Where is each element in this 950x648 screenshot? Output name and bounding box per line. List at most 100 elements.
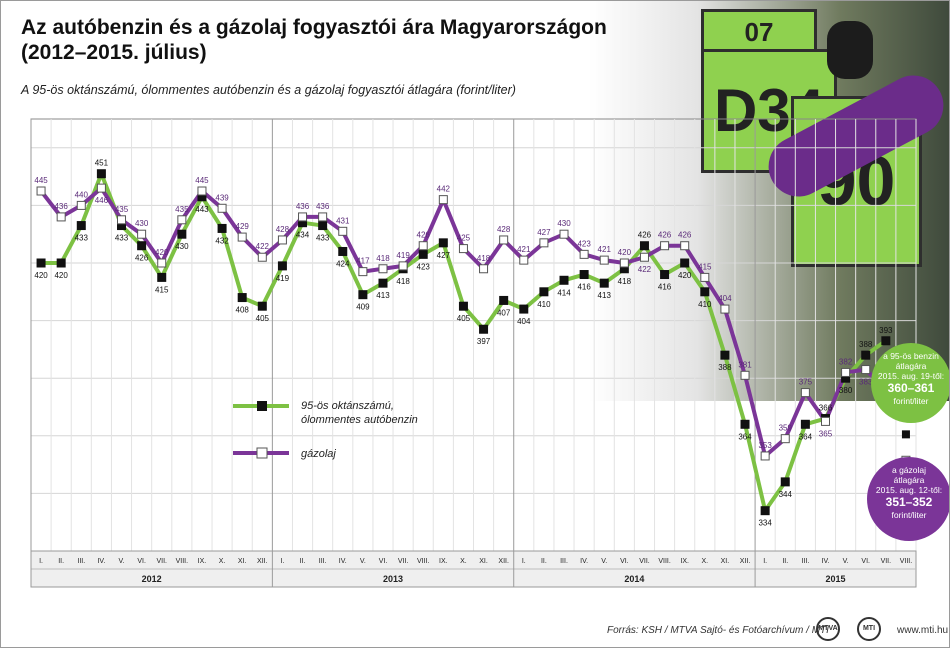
benzin-point — [740, 419, 750, 429]
gazolaj-point — [177, 215, 187, 225]
website-text: www.mti.hu — [897, 625, 949, 636]
benzin-point — [800, 419, 810, 429]
gazolaj-point — [96, 183, 106, 193]
year-label: 2015 — [826, 574, 846, 584]
gazolaj-data-label: 440 — [75, 190, 89, 199]
x-tick-label: VII. — [398, 558, 409, 565]
mti-logo-icon: MTI — [857, 617, 881, 641]
gazolaj-data-label: 383 — [859, 378, 873, 387]
gazolaj-point — [237, 232, 247, 242]
x-tick-label: X. — [219, 558, 226, 565]
benzin-bubble-text3: 2015. aug. 19-től: — [877, 371, 945, 381]
hand-photo-element — [827, 21, 873, 79]
diesel-bubble-unit: forint/liter — [891, 510, 927, 520]
benzin-data-label: 451 — [95, 159, 109, 168]
diesel-bubble-text2: átlagára — [893, 475, 925, 485]
gazolaj-data-label: 426 — [658, 231, 672, 240]
gazolaj-point — [56, 212, 66, 222]
gazolaj-point — [257, 252, 267, 262]
benzin-point — [660, 270, 670, 280]
benzin-point — [76, 221, 86, 231]
benzin-point — [579, 270, 589, 280]
gazolaj-point — [117, 215, 127, 225]
x-tick-label: XII. — [740, 558, 751, 565]
benzin-data-label: 405 — [256, 314, 270, 323]
gazolaj-data-label: 415 — [698, 262, 712, 271]
gazolaj-point — [398, 261, 408, 271]
gazolaj-point — [559, 229, 569, 239]
gazolaj-point — [137, 229, 147, 239]
gazolaj-data-label: 426 — [678, 231, 692, 240]
benzin-point — [277, 261, 287, 271]
gazolaj-data-label: 404 — [718, 294, 732, 303]
legend-benzin-label-line2: ólommentes autóbenzin — [301, 414, 418, 426]
gazolaj-data-label: 446 — [95, 196, 109, 205]
x-tick-label: VI. — [379, 558, 388, 565]
benzin-data-label: 433 — [316, 234, 330, 243]
benzin-point — [96, 169, 106, 179]
benzin-bubble-text1: a 95-ös benzin — [883, 351, 939, 361]
benzin-data-label: 433 — [115, 234, 129, 243]
benzin-data-label: 388 — [718, 363, 732, 372]
diesel-bubble-text3: 2015. aug. 12-től: — [875, 485, 943, 495]
benzin-data-label: 433 — [75, 234, 89, 243]
benzin-data-label: 443 — [195, 205, 209, 214]
benzin-point — [217, 223, 227, 233]
benzin-point — [257, 301, 267, 311]
gazolaj-point — [619, 258, 629, 268]
gazolaj-point — [217, 203, 227, 213]
benzin-data-label: 423 — [417, 262, 431, 271]
benzin-data-label: 397 — [477, 337, 491, 346]
source-text: Forrás: KSH / MTVA Sajtó- és Fotóarchívu… — [607, 625, 829, 636]
gazolaj-point — [157, 258, 167, 268]
gazolaj-data-label: 418 — [376, 254, 390, 263]
gazolaj-point — [277, 235, 287, 245]
gazolaj-data-label: 435 — [115, 205, 129, 214]
gazolaj-point — [418, 241, 428, 251]
benzin-data-label: 407 — [497, 308, 511, 317]
benzin-point — [881, 336, 891, 346]
gazolaj-data-label: 420 — [155, 248, 169, 257]
gazolaj-data-label: 421 — [517, 245, 531, 254]
gazolaj-data-label: 442 — [437, 185, 451, 194]
benzin-point — [760, 506, 770, 516]
benzin-data-label: 420 — [678, 271, 692, 280]
year-label: 2014 — [624, 574, 644, 584]
gazolaj-point — [318, 212, 328, 222]
gazolaj-data-label: 375 — [799, 378, 813, 387]
gazolaj-data-label: 436 — [54, 202, 68, 211]
gazolaj-data-label: 420 — [618, 248, 632, 257]
gazolaj-point — [358, 267, 368, 277]
x-tick-label: IX. — [198, 558, 207, 565]
benzin-data-label: 410 — [698, 300, 712, 309]
benzin-point — [358, 290, 368, 300]
x-tick-label: I. — [522, 558, 526, 565]
benzin-point — [720, 350, 730, 360]
benzin-data-label: 415 — [155, 285, 169, 294]
benzin-point — [338, 246, 348, 256]
diesel-forecast-bubble: a gázolaj átlagára 2015. aug. 12-től: 35… — [867, 457, 949, 541]
benzin-point — [639, 241, 649, 251]
benzin-point — [418, 249, 428, 259]
x-tick-label: VIII. — [900, 558, 913, 565]
gazolaj-data-label: 417 — [356, 257, 370, 266]
gazolaj-point — [539, 238, 549, 248]
gazolaj-data-label: 430 — [135, 219, 149, 228]
benzin-data-label: 414 — [557, 288, 571, 297]
x-tick-label: II. — [58, 558, 64, 565]
gazolaj-point — [760, 451, 770, 461]
benzin-point — [458, 301, 468, 311]
benzin-data-label: 420 — [34, 271, 48, 280]
benzin-point — [237, 293, 247, 303]
x-tick-label: IV. — [339, 558, 347, 565]
gazolaj-data-label: 418 — [477, 254, 491, 263]
gazolaj-data-label: 423 — [577, 239, 591, 248]
gazolaj-point — [780, 434, 790, 444]
gazolaj-point — [639, 252, 649, 262]
benzin-data-label: 344 — [779, 490, 793, 499]
x-tick-label: V. — [843, 558, 849, 565]
gazolaj-point — [298, 212, 308, 222]
benzin-data-label: 408 — [236, 306, 250, 315]
gazolaj-point — [800, 388, 810, 398]
